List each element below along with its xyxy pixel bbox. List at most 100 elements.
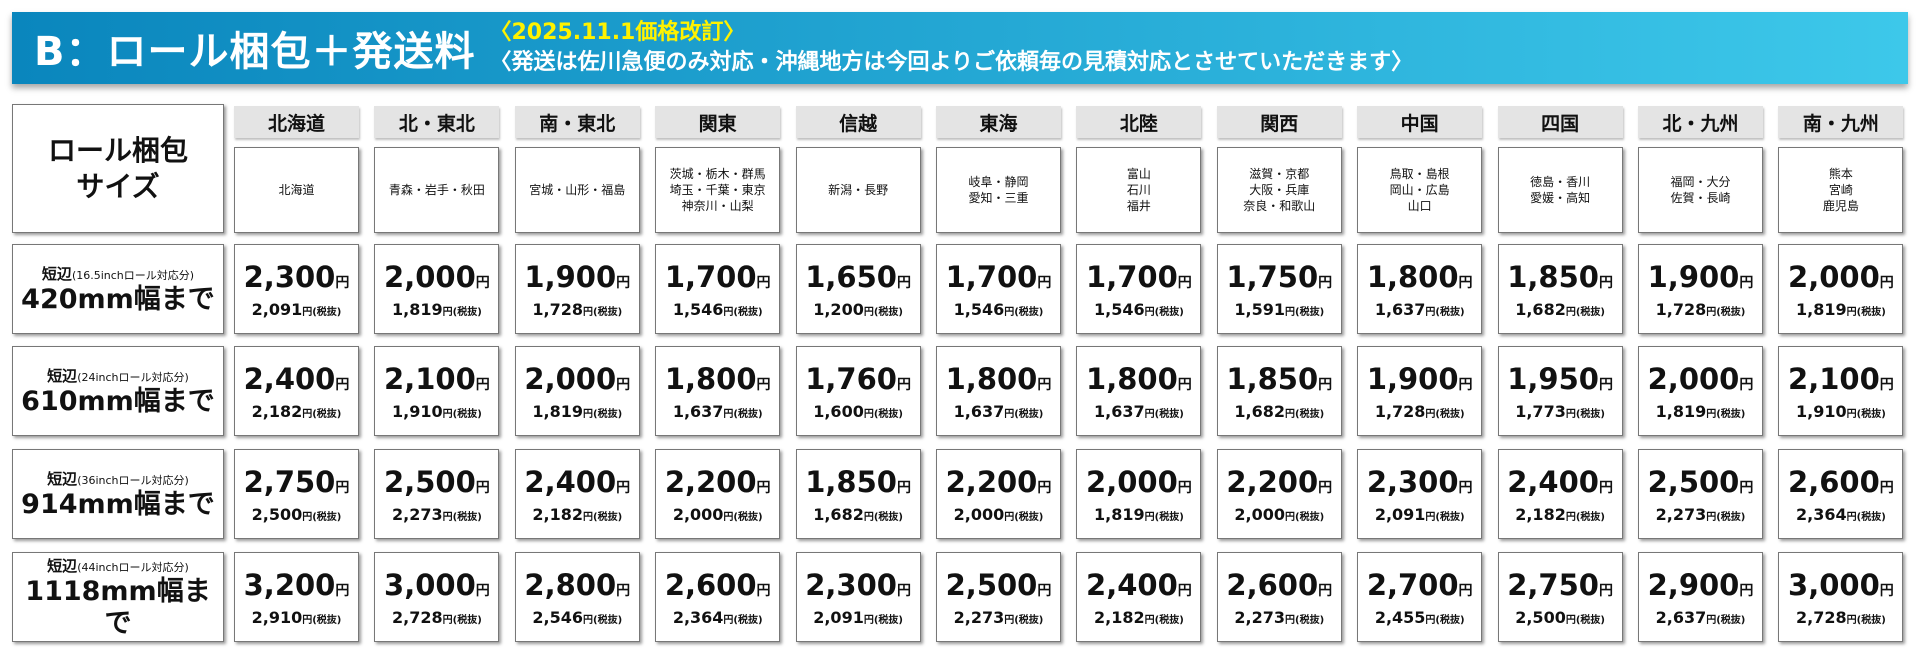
- tax-excluded-label: (税抜): [873, 511, 903, 523]
- price-excl-value: 1,728: [1374, 401, 1426, 421]
- price-incl-tax: 2,200円: [665, 465, 771, 505]
- price-incl-tax: 1,800円: [1367, 260, 1473, 300]
- tax-excluded-label: (税抜): [1856, 511, 1886, 523]
- price-value: 1,900: [1647, 259, 1740, 294]
- price-incl-tax: 2,100円: [384, 362, 490, 402]
- yen-unit: 円: [616, 376, 631, 393]
- price-excl-value: 2,637: [1655, 607, 1707, 627]
- price-incl-tax: 1,900円: [1648, 260, 1754, 300]
- price-cell: 1,650円 1,200円(税抜): [795, 244, 921, 334]
- price-excl-tax: 2,091円(税抜): [1375, 505, 1465, 524]
- price-excl-tax: 1,819円(税抜): [1094, 505, 1184, 524]
- price-incl-tax: 2,500円: [1648, 465, 1754, 505]
- price-excl-value: 2,546: [532, 607, 584, 627]
- price-excl-tax: 2,728円(税抜): [392, 608, 482, 627]
- price-excl-value: 2,364: [1796, 504, 1847, 524]
- yen-unit: 円: [1177, 582, 1192, 599]
- price-incl-tax: 1,950円: [1507, 362, 1613, 402]
- price-excl-tax: 1,819円(税抜): [1796, 300, 1886, 319]
- yen-unit: 円: [1144, 408, 1155, 420]
- yen-unit: 円: [756, 582, 771, 599]
- row-label: 短辺(36inchロール対応分) 914mm幅まで: [12, 449, 224, 539]
- price-value: 2,200: [945, 464, 1038, 499]
- region-prefectures: 新潟・長野: [795, 147, 921, 233]
- tax-excluded-label: (税抜): [593, 408, 623, 420]
- price-excl-value: 1,728: [532, 299, 584, 319]
- price-excl-tax: 2,000円(税抜): [1234, 505, 1324, 524]
- yen-unit: 円: [335, 479, 350, 496]
- tax-excluded-label: (税抜): [1014, 511, 1044, 523]
- price-cell: 2,600円 2,273円(税抜): [1216, 552, 1342, 642]
- yen-unit: 円: [756, 479, 771, 496]
- price-excl-tax: 1,682円(税抜): [1234, 402, 1324, 421]
- price-excl-tax: 2,182円(税抜): [1515, 505, 1605, 524]
- yen-unit: 円: [1739, 376, 1754, 393]
- row-label: 短辺(16.5inchロール対応分) 420mm幅まで: [12, 244, 224, 334]
- price-cell: 1,850円 1,682円(税抜): [795, 449, 921, 539]
- price-incl-tax: 2,700円: [1367, 568, 1473, 608]
- yen-unit: 円: [302, 614, 313, 626]
- yen-unit: 円: [1739, 479, 1754, 496]
- tax-excluded-label: (税抜): [452, 408, 482, 420]
- yen-unit: 円: [583, 614, 594, 626]
- yen-unit: 円: [756, 376, 771, 393]
- price-excl-tax: 2,364円(税抜): [673, 608, 763, 627]
- price-excl-value: 1,819: [392, 299, 443, 319]
- price-incl-tax: 2,000円: [1648, 362, 1754, 402]
- tax-excluded-label: (税抜): [873, 614, 903, 626]
- row-label: 短辺(44inchロール対応分) 1118mm幅まで: [12, 552, 224, 642]
- price-excl-value: 2,273: [953, 607, 1005, 627]
- price-incl-tax: 1,750円: [1226, 260, 1332, 300]
- price-incl-tax: 2,300円: [244, 260, 350, 300]
- price-cell: 2,750円 2,500円(税抜): [1497, 552, 1623, 642]
- price-value: 2,300: [243, 259, 336, 294]
- tax-excluded-label: (税抜): [312, 408, 342, 420]
- yen-unit: 円: [1285, 408, 1296, 420]
- price-excl-value: 1,200: [813, 299, 864, 319]
- price-cell: 2,700円 2,455円(税抜): [1357, 552, 1483, 642]
- region-header: 北・東北: [374, 106, 500, 138]
- price-excl-tax: 1,728円(税抜): [532, 300, 622, 319]
- price-value: 2,000: [524, 361, 617, 396]
- tax-excluded-label: (税抜): [873, 306, 903, 318]
- corner-line-1: ロール梱包: [47, 133, 188, 167]
- tax-excluded-label: (税抜): [1575, 614, 1605, 626]
- price-excl-value: 2,182: [251, 401, 303, 421]
- price-excl-value: 2,091: [251, 299, 303, 319]
- price-excl-value: 1,600: [813, 401, 864, 421]
- price-cell: 3,000円 2,728円(税抜): [1778, 552, 1904, 642]
- yen-unit: 円: [1425, 614, 1436, 626]
- row-short-side: 短辺(16.5inchロール対応分): [42, 263, 194, 284]
- yen-unit: 円: [1598, 479, 1613, 496]
- tax-excluded-label: (税抜): [1575, 306, 1605, 318]
- yen-unit: 円: [1706, 511, 1717, 523]
- price-excl-tax: 2,091円(税抜): [813, 608, 903, 627]
- yen-unit: 円: [723, 408, 734, 420]
- yen-unit: 円: [863, 408, 874, 420]
- price-incl-tax: 1,650円: [805, 260, 911, 300]
- price-value: 2,000: [1788, 259, 1880, 294]
- yen-unit: 円: [1177, 274, 1192, 291]
- price-excl-tax: 1,637円(税抜): [1094, 402, 1184, 421]
- price-value: 2,100: [384, 361, 476, 396]
- region-prefectures: 徳島・香川 愛媛・高知: [1497, 147, 1623, 233]
- price-incl-tax: 1,700円: [946, 260, 1052, 300]
- price-excl-tax: 1,682円(税抜): [813, 505, 903, 524]
- yen-unit: 円: [1037, 479, 1052, 496]
- yen-unit: 円: [475, 479, 490, 496]
- inch-label: (16.5inchロール対応分): [71, 268, 195, 282]
- price-cell: 1,850円 1,682円(税抜): [1497, 244, 1623, 334]
- tax-excluded-label: (税抜): [593, 511, 623, 523]
- yen-unit: 円: [1879, 582, 1894, 599]
- price-excl-value: 2,091: [813, 607, 864, 627]
- price-value: 1,700: [945, 259, 1038, 294]
- price-excl-tax: 1,819円(税抜): [532, 402, 622, 421]
- price-cell: 2,100円 1,910円(税抜): [374, 346, 500, 436]
- yen-unit: 円: [1458, 274, 1473, 291]
- yen-unit: 円: [1318, 376, 1333, 393]
- inch-label: (24inchロール対応分): [77, 370, 189, 384]
- tax-excluded-label: (税抜): [452, 614, 482, 626]
- row-short-side: 短辺(36inchロール対応分): [47, 468, 189, 489]
- region-prefectures: 熊本 宮崎 鹿児島: [1778, 147, 1904, 233]
- yen-unit: 円: [1879, 479, 1894, 496]
